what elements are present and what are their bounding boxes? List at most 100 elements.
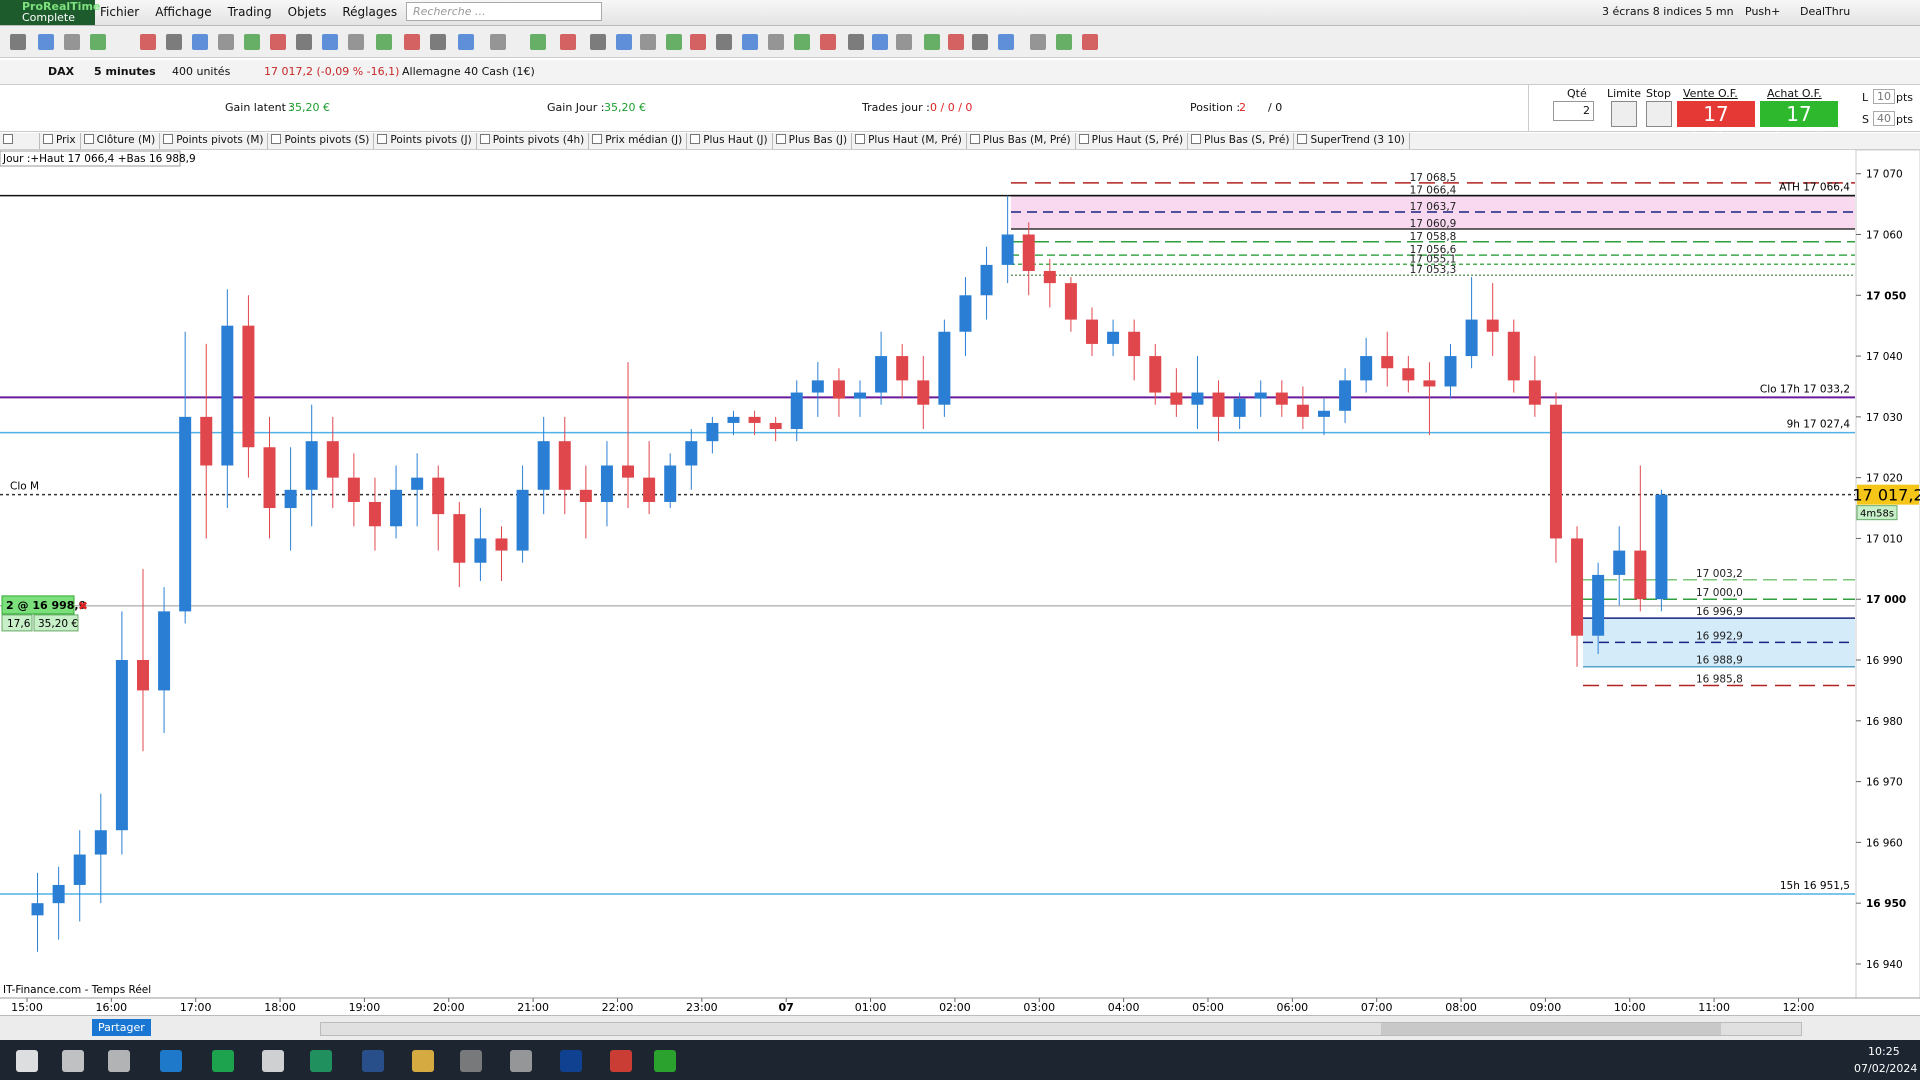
taskbar-icon[interactable] (310, 1050, 332, 1072)
tool-icon[interactable] (640, 34, 656, 50)
indicator-tab[interactable]: Plus Haut (S, Pré) (1076, 133, 1189, 149)
s-input[interactable]: 40 (1873, 111, 1895, 126)
position: 2 (1239, 101, 1246, 114)
tool-icon[interactable] (348, 34, 364, 50)
tool-icon[interactable] (218, 34, 234, 50)
tool-icon[interactable] (376, 34, 392, 50)
candle-body (727, 416, 740, 423)
tool-icon[interactable] (820, 34, 836, 50)
tool-icon[interactable] (38, 34, 54, 50)
tab-controls[interactable] (0, 133, 40, 149)
taskbar-icon[interactable] (560, 1050, 582, 1072)
indicator-tab[interactable]: Plus Bas (S, Pré) (1188, 133, 1295, 149)
tool-icon[interactable] (972, 34, 988, 50)
tool-icon[interactable] (270, 34, 286, 50)
ticker[interactable]: DAX (48, 65, 75, 78)
units[interactable]: 400 unités (172, 65, 231, 78)
tool-icon[interactable] (924, 34, 940, 50)
indicator-tab[interactable]: SuperTrend (3 10) (1294, 133, 1410, 149)
tool-icon[interactable] (296, 34, 312, 50)
tool-icon[interactable] (896, 34, 912, 50)
tool-icon[interactable] (64, 34, 80, 50)
tool-icon[interactable] (690, 34, 706, 50)
tool-icon[interactable] (166, 34, 182, 50)
dealthru-button[interactable]: DealThru (1800, 5, 1851, 18)
tool-icon[interactable] (244, 34, 260, 50)
taskbar-icon[interactable] (362, 1050, 384, 1072)
push-button[interactable]: Push+ (1745, 5, 1781, 18)
tool-icon[interactable] (872, 34, 888, 50)
l-input[interactable]: 10 (1873, 89, 1895, 104)
taskbar-icon[interactable] (16, 1050, 38, 1072)
workspace[interactable]: 3 écrans 8 indices 5 mn (1602, 5, 1734, 18)
tool-icon[interactable] (140, 34, 156, 50)
taskbar-icon[interactable] (108, 1050, 130, 1072)
x-tick-label: 15:00 (11, 1001, 43, 1014)
tool-icon[interactable] (1056, 34, 1072, 50)
scrollbar[interactable] (320, 1022, 1802, 1036)
tool-icon[interactable] (616, 34, 632, 50)
tool-icon[interactable] (458, 34, 474, 50)
stop-button[interactable] (1646, 101, 1672, 127)
taskbar-icon[interactable] (460, 1050, 482, 1072)
candle-body (1339, 380, 1352, 411)
taskbar-icon[interactable] (160, 1050, 182, 1072)
taskbar-icon[interactable] (610, 1050, 632, 1072)
menu-item[interactable]: Objets (287, 5, 327, 19)
logo[interactable]: ProRealTime Complete (0, 0, 100, 25)
tool-icon[interactable] (10, 34, 26, 50)
tool-icon[interactable] (716, 34, 732, 50)
tool-icon[interactable] (666, 34, 682, 50)
tool-icon[interactable] (742, 34, 758, 50)
x-tick-label: 01:00 (855, 1001, 887, 1014)
tool-icon[interactable] (794, 34, 810, 50)
scroll-thumb[interactable] (1381, 1023, 1721, 1035)
tool-icon[interactable] (948, 34, 964, 50)
tool-icon[interactable] (404, 34, 420, 50)
indicator-tab[interactable]: Prix médian (J) (589, 133, 688, 149)
tool-icon[interactable] (530, 34, 546, 50)
tool-icon[interactable] (768, 34, 784, 50)
tool-icon[interactable] (430, 34, 446, 50)
indicator-tab[interactable]: Points pivots (S) (268, 133, 375, 149)
indicator-tab[interactable]: Plus Bas (J) (773, 133, 853, 149)
taskbar-icon[interactable] (510, 1050, 532, 1072)
sell-button[interactable]: 17 016,5 (1677, 101, 1755, 152)
buy-button[interactable]: 17 017,9 (1760, 101, 1838, 152)
tool-icon[interactable] (192, 34, 208, 50)
search-box[interactable]: Recherche ... (406, 2, 602, 21)
tool-icon[interactable] (998, 34, 1014, 50)
tool-icon[interactable] (490, 34, 506, 50)
indicator-tab[interactable]: Plus Haut (J) (687, 133, 773, 149)
taskbar-icon[interactable] (262, 1050, 284, 1072)
tool-icon[interactable] (1082, 34, 1098, 50)
taskbar-icon[interactable] (412, 1050, 434, 1072)
menu-item[interactable]: Affichage (155, 5, 212, 19)
taskbar-icon[interactable] (654, 1050, 676, 1072)
taskbar-icon[interactable] (62, 1050, 84, 1072)
indicator-tab[interactable]: Plus Haut (M, Pré) (852, 133, 967, 149)
indicator-tab[interactable]: Plus Bas (M, Pré) (967, 133, 1076, 149)
limit-button[interactable] (1611, 101, 1637, 127)
qty-input[interactable]: 2 (1553, 101, 1594, 121)
tool-icon[interactable] (1030, 34, 1046, 50)
tool-icon[interactable] (590, 34, 606, 50)
taskbar-icon[interactable] (212, 1050, 234, 1072)
close-position[interactable]: ✖ (78, 599, 88, 613)
menu-item[interactable]: Réglages (342, 5, 398, 19)
candle-body (1170, 392, 1183, 405)
indicator-tab[interactable]: Points pivots (M) (160, 133, 269, 149)
menu-item[interactable]: Fichier (100, 5, 140, 19)
menu-bar: ProRealTime Complete Fichier Affichage Trad… (0, 0, 1920, 26)
menu-item[interactable]: Trading (227, 5, 272, 19)
indicator-tab[interactable]: Prix (40, 133, 81, 149)
tool-icon[interactable] (322, 34, 338, 50)
indicator-tab[interactable]: Points pivots (4h) (477, 133, 590, 149)
tool-icon[interactable] (848, 34, 864, 50)
share-button[interactable]: Partager (92, 1019, 151, 1036)
period[interactable]: 5 minutes (94, 65, 156, 78)
tool-icon[interactable] (90, 34, 106, 50)
tool-icon[interactable] (560, 34, 576, 50)
indicator-tab[interactable]: Points pivots (J) (374, 133, 477, 149)
indicator-tab[interactable]: Clôture (M) (81, 133, 161, 149)
